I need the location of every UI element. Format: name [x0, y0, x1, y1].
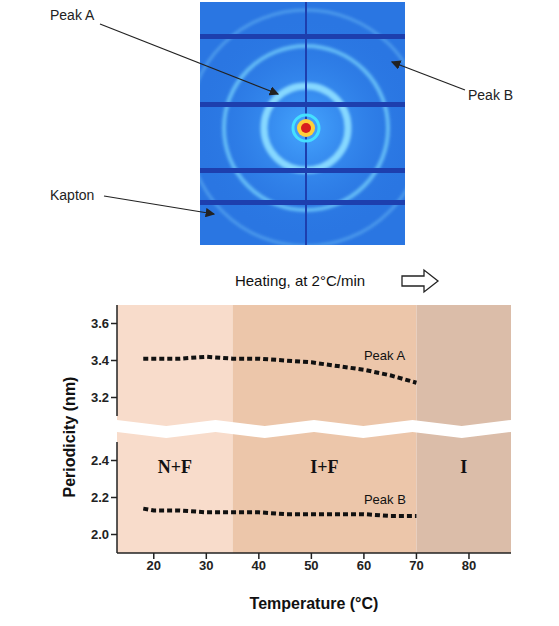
svg-text:Heating, at 2°C/min: Heating, at 2°C/min [235, 272, 365, 289]
svg-text:60: 60 [357, 558, 371, 573]
svg-text:I: I [460, 457, 467, 477]
svg-text:Peak B: Peak B [468, 87, 513, 103]
svg-text:Kapton: Kapton [50, 187, 94, 203]
svg-text:70: 70 [409, 558, 423, 573]
svg-text:N+F: N+F [158, 457, 192, 477]
svg-text:3.2: 3.2 [91, 390, 109, 405]
svg-text:I+F: I+F [310, 457, 338, 477]
svg-text:2.4: 2.4 [91, 453, 110, 468]
svg-text:30: 30 [199, 558, 213, 573]
svg-text:2.2: 2.2 [91, 490, 109, 505]
svg-text:2.0: 2.0 [91, 527, 109, 542]
svg-text:20: 20 [147, 558, 161, 573]
svg-text:40: 40 [252, 558, 266, 573]
svg-text:Peak A: Peak A [364, 348, 406, 363]
html-text:Periodicity (nm): Periodicity (nm) [61, 376, 78, 497]
html-text:Temperature (°C): Temperature (°C) [249, 595, 379, 612]
svg-text:80: 80 [462, 558, 476, 573]
svg-text:3.4: 3.4 [91, 353, 110, 368]
svg-text:3.6: 3.6 [91, 316, 109, 331]
svg-text:Peak B: Peak B [364, 492, 406, 507]
svg-text:50: 50 [304, 558, 318, 573]
svg-text:Peak A: Peak A [50, 7, 95, 23]
